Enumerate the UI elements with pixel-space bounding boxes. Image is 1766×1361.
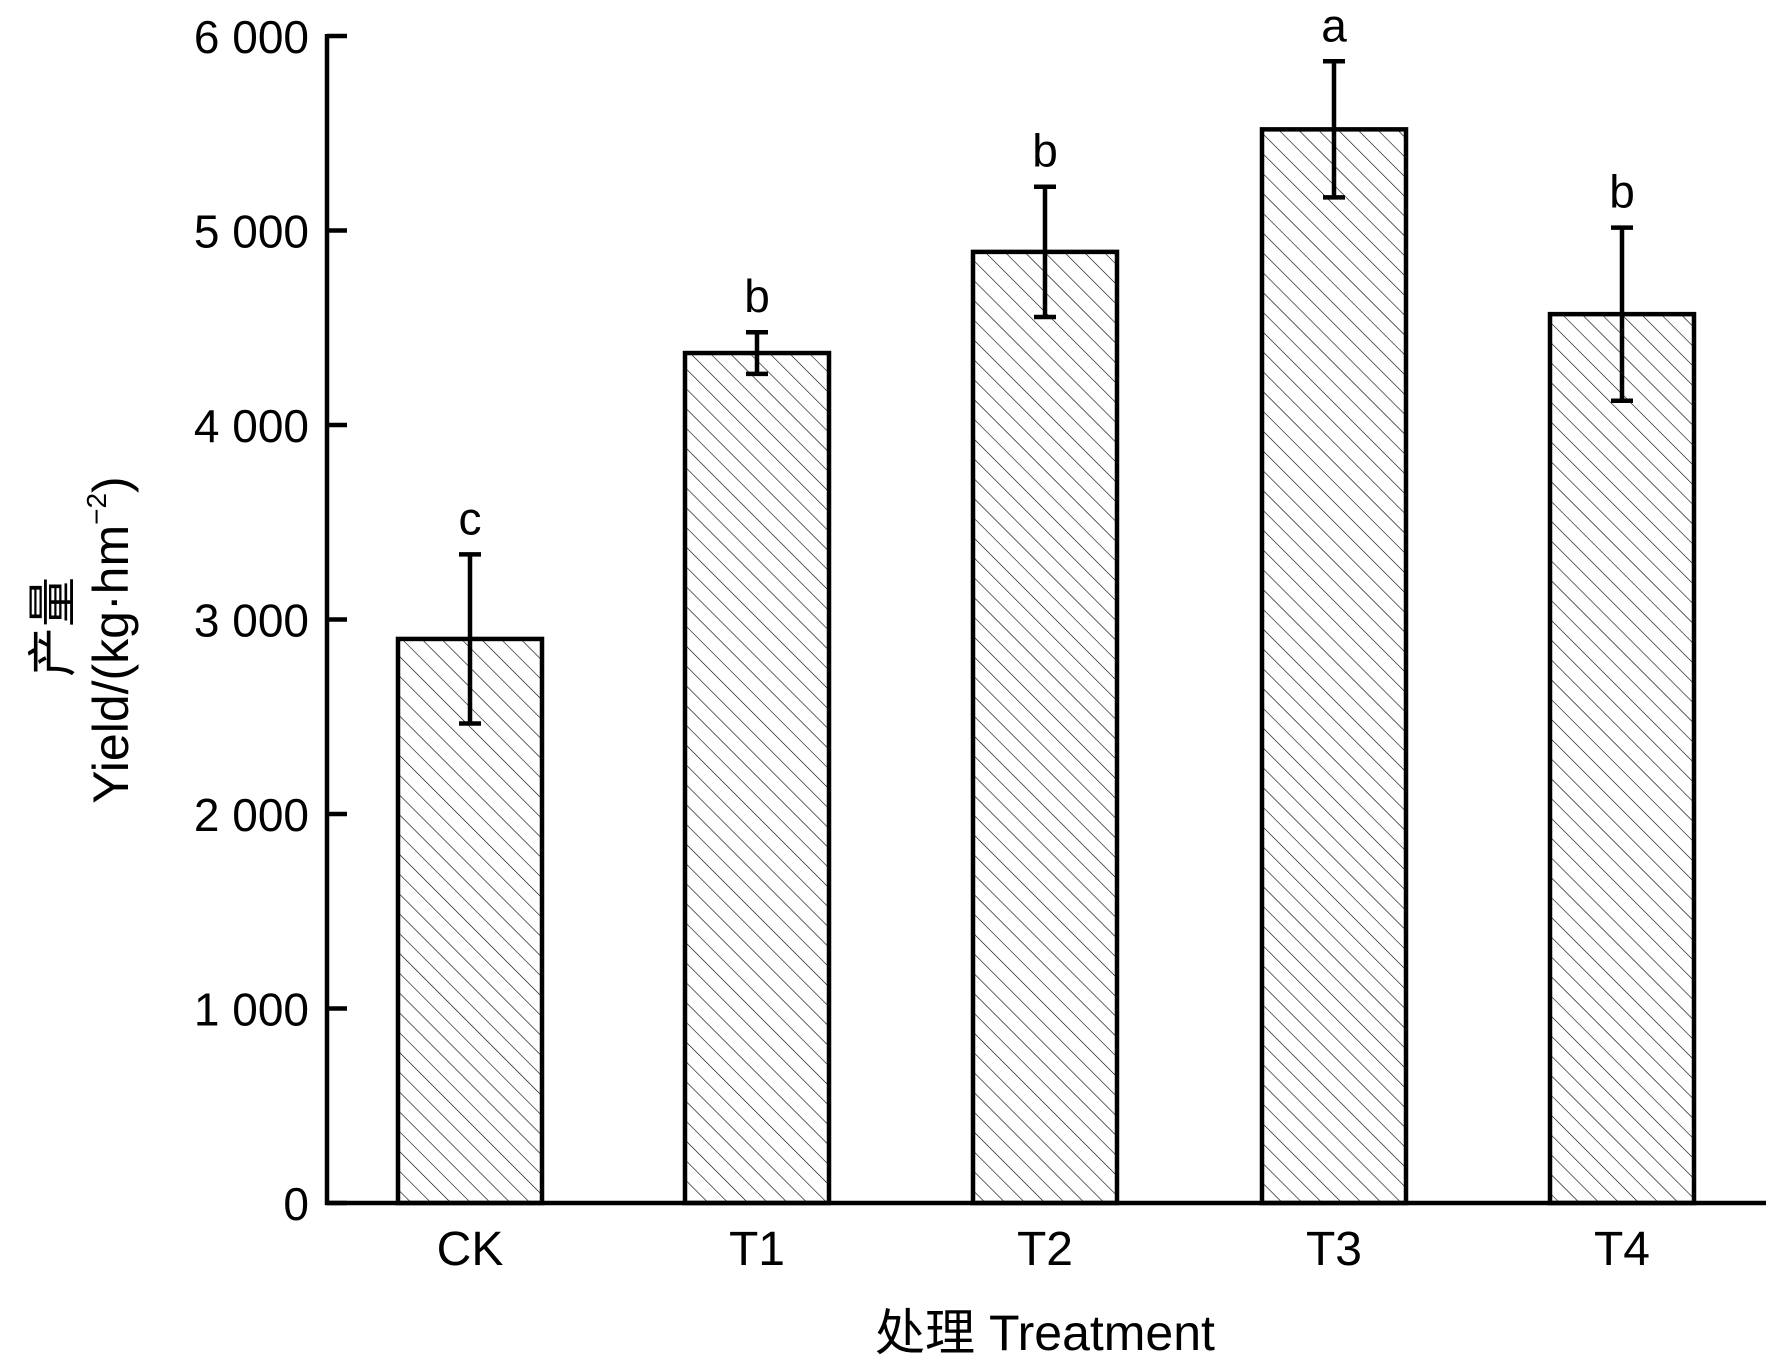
error-bar-t4 [1611, 225, 1633, 403]
y-axis-label: 产量 Yield/(kg·hm−2) [25, 476, 139, 803]
x-tick-label-t1: T1 [729, 1223, 785, 1276]
bar-t4 [1547, 311, 1697, 1206]
y-tick-label: 0 [283, 1178, 309, 1230]
bar-t3 [1259, 127, 1409, 1206]
y-tick-label: 1 000 [194, 984, 309, 1036]
x-tick-label-t3: T3 [1306, 1223, 1362, 1276]
x-axis-label: 处理 Treatment [875, 1305, 1215, 1361]
significance-letter-t3: a [1321, 0, 1347, 51]
y-tick-label: 4 000 [194, 400, 309, 452]
error-bar-t1 [746, 329, 768, 377]
bar-t1 [682, 350, 832, 1206]
significance-letter-t1: b [744, 270, 770, 322]
x-tick-label-ck: CK [437, 1223, 504, 1276]
y-axis-label-sup: −2 [81, 493, 112, 525]
y-axis-label-main: Yield/(kg·hm [83, 525, 139, 804]
y-tick-label: 2 000 [194, 789, 309, 841]
y-tick-label: 3 000 [194, 595, 309, 647]
bar-ck [395, 636, 545, 1206]
y-tick-label: 5 000 [194, 206, 309, 258]
y-tick-label: 6 000 [194, 11, 309, 63]
x-tick-label-t2: T2 [1017, 1223, 1073, 1276]
bar-t2 [970, 249, 1120, 1206]
error-bar-ck [459, 552, 481, 726]
significance-letter-t4: b [1609, 166, 1635, 218]
significance-letter-t2: b [1032, 125, 1058, 177]
error-bar-t2 [1034, 184, 1056, 320]
y-axis-label-cn: 产量 [25, 577, 81, 677]
x-tick-label-t4: T4 [1594, 1223, 1650, 1276]
error-bar-t3 [1323, 59, 1345, 200]
significance-letter-ck: c [459, 492, 482, 544]
y-axis-label-close: ) [83, 476, 139, 493]
